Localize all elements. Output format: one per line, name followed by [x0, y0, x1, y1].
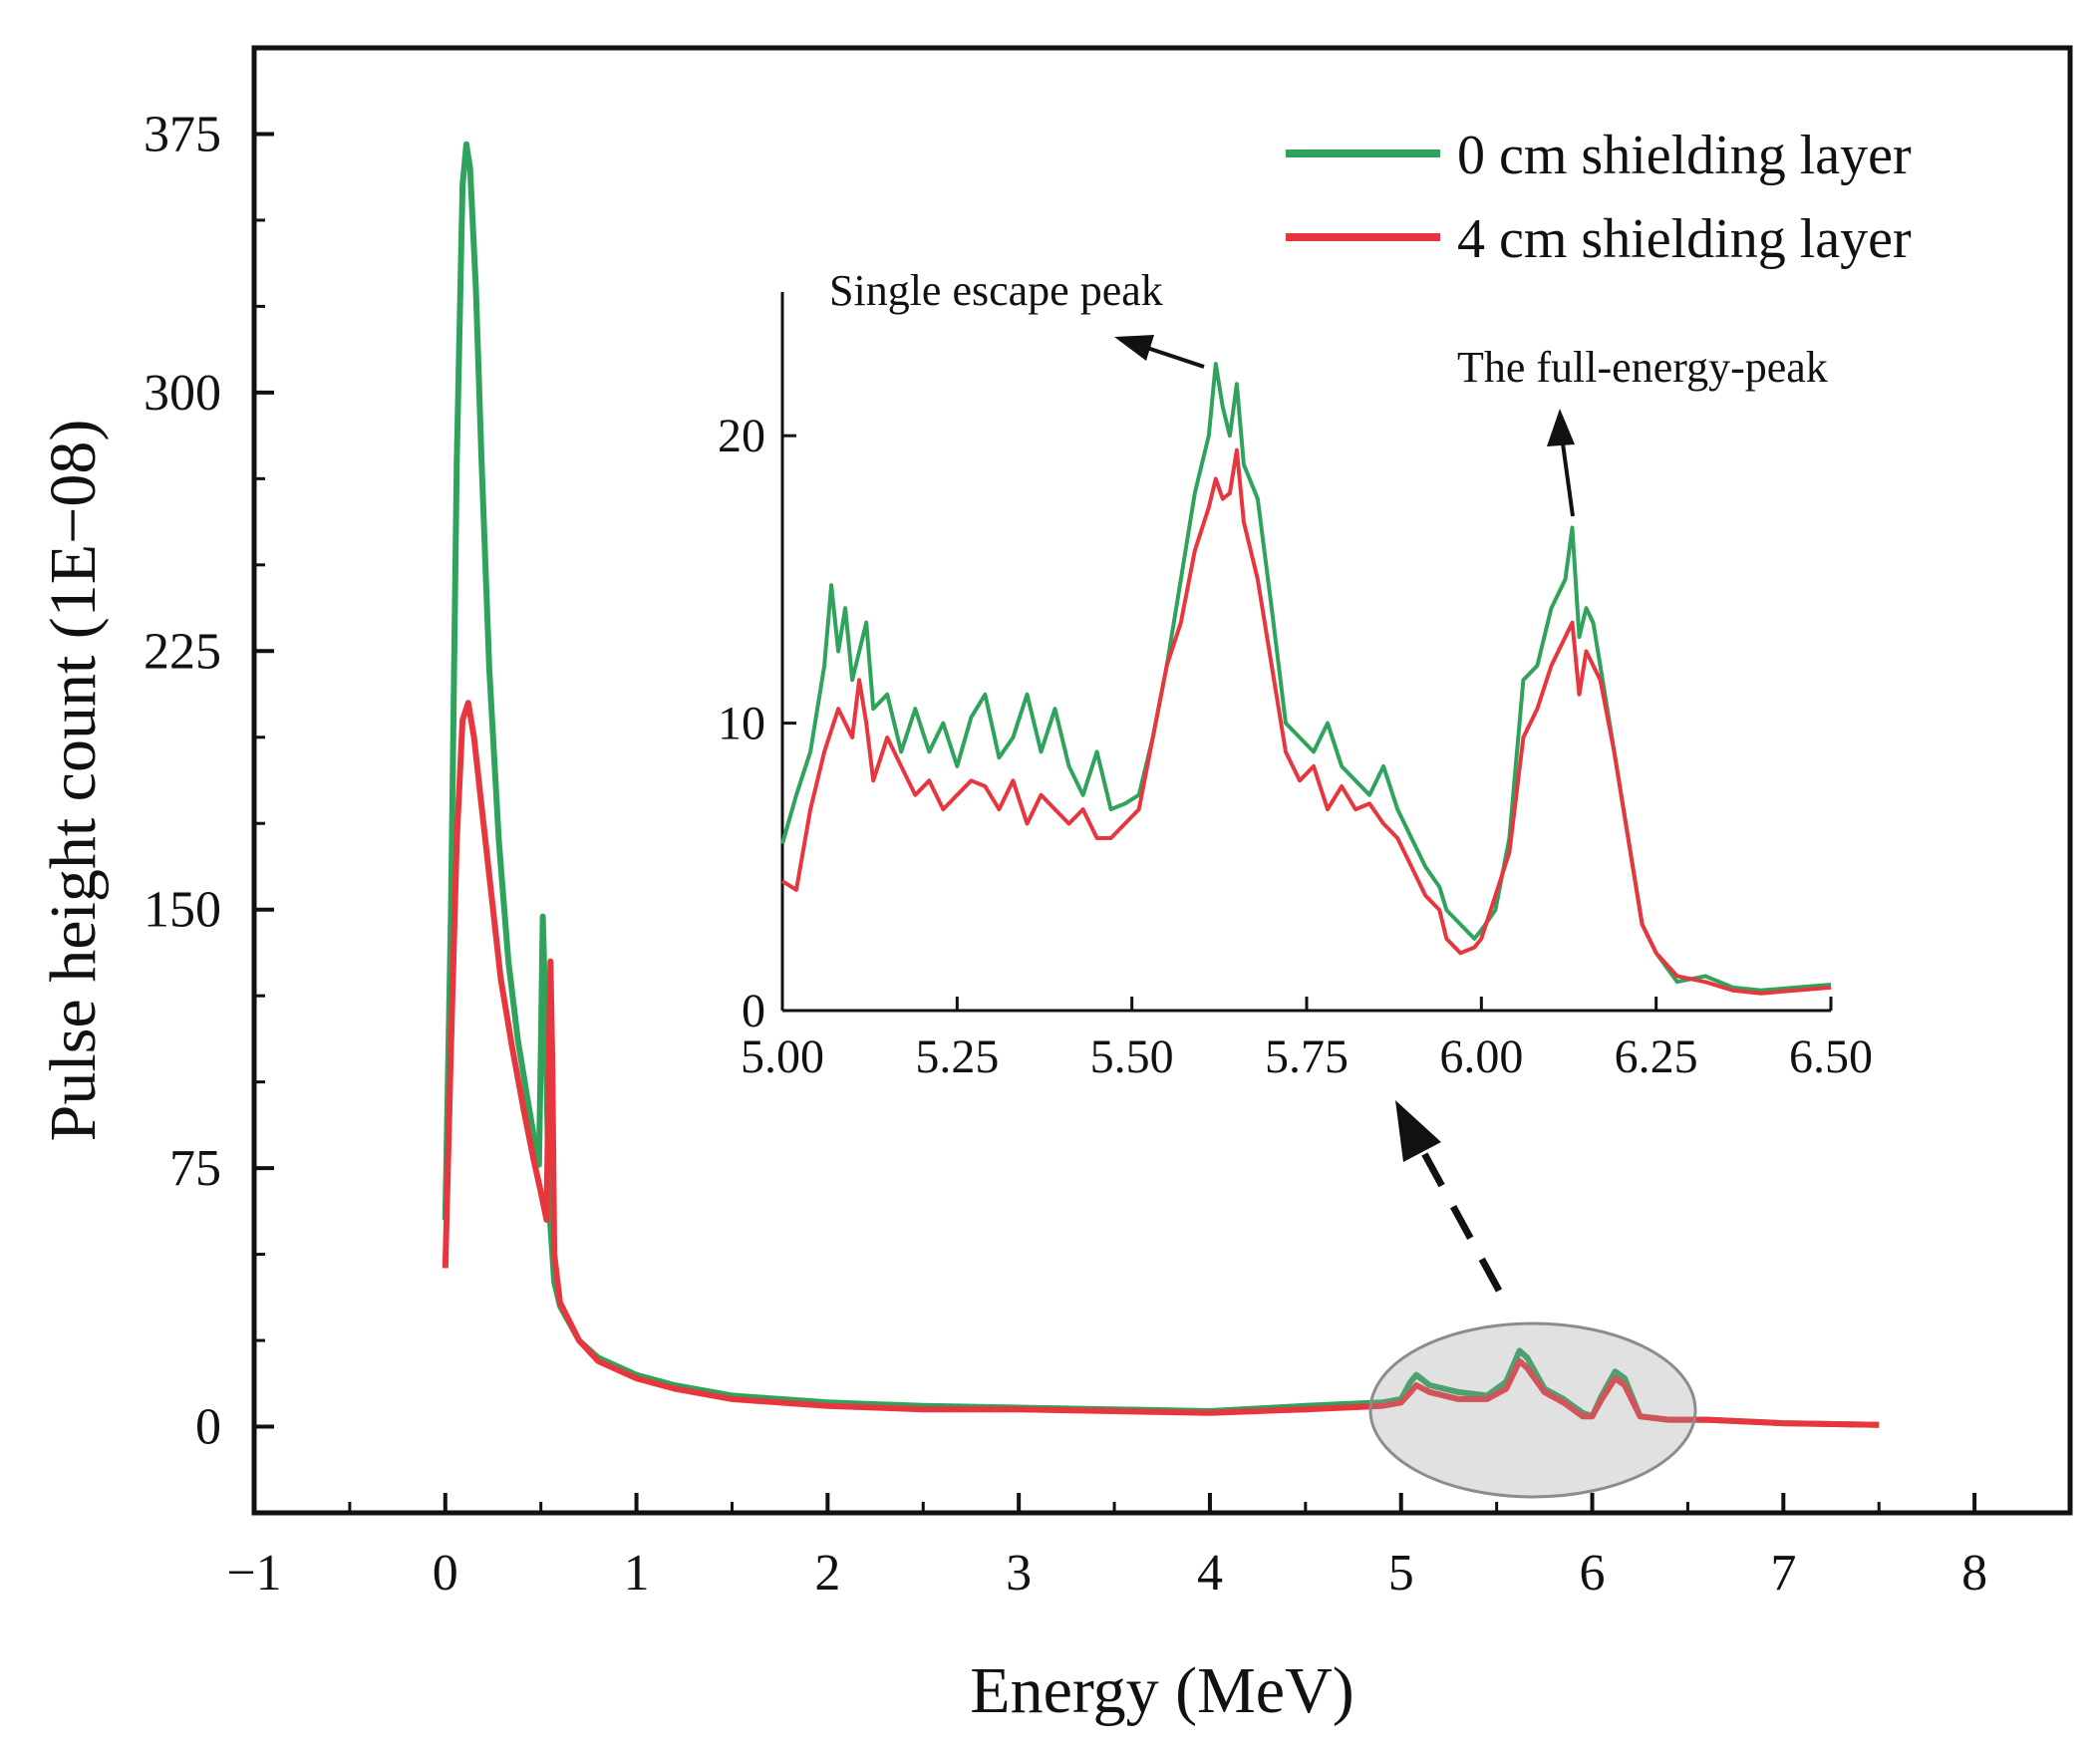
- annotation-arrowhead-full-energy: [1547, 409, 1575, 446]
- inset-series-layer: [780, 362, 1832, 996]
- inset-x-tick-label: 5.50: [1090, 1030, 1174, 1083]
- main-plot-frame: [251, 45, 2073, 1516]
- annotation-full-energy-peak: The full-energy-peak: [1457, 343, 1828, 392]
- main-x-tick-label: 0: [433, 1545, 458, 1602]
- inset-y-tick-label: 0: [742, 985, 765, 1037]
- main-x-tick-label: 5: [1388, 1545, 1414, 1602]
- annotation-arrow-single-escape: [1143, 345, 1205, 369]
- main-axes-ticks: −1 0 1 2 3 4 5 6 7 8 0 75 150 225 300 375: [144, 106, 1987, 1602]
- zoom-arrow-head: [1395, 1100, 1441, 1162]
- inset-y-tick-label: 20: [718, 410, 765, 462]
- annotation-arrow-full-energy: [1561, 442, 1575, 517]
- main-y-tick-label: 75: [169, 1140, 221, 1197]
- main-x-tick-label: 6: [1580, 1545, 1606, 1602]
- inset-series-0cm-line: [780, 362, 1832, 993]
- annotation-single-escape-peak: Single escape peak: [829, 266, 1163, 315]
- main-series-layer: [442, 141, 1880, 1428]
- main-x-tick-label: 3: [1006, 1545, 1032, 1602]
- main-x-tick-label: 1: [624, 1545, 650, 1602]
- y-axis-title: Pulse height count (1E−08): [37, 420, 110, 1142]
- x-axis-title: Energy (MeV): [970, 1654, 1354, 1727]
- inset-y-tick-label: 10: [718, 698, 765, 750]
- inset-x-tick-label: 5.25: [915, 1030, 999, 1083]
- inset-x-tick-label: 6.00: [1439, 1030, 1523, 1083]
- zoom-arrow-line: [1416, 1144, 1503, 1293]
- main-y-tick-label: 150: [144, 882, 221, 939]
- main-x-tick-label: 2: [814, 1545, 840, 1602]
- inset-x-tick-label: 5.75: [1265, 1030, 1349, 1083]
- annotation-arrowhead-single-escape: [1114, 335, 1154, 361]
- inset-x-tick-label: 6.50: [1789, 1030, 1873, 1083]
- inset-axes-ticks: 5.00 5.25 5.50 5.75 6.00 6.25 6.50 0 10 20: [718, 410, 1873, 1083]
- legend-label-4cm: 4 cm shielding layer: [1457, 208, 1912, 270]
- zoom-region-ellipse: [1368, 1321, 1697, 1499]
- main-x-tick-label: 8: [1961, 1545, 1987, 1602]
- main-x-tick-label: −1: [226, 1545, 281, 1602]
- main-series-4cm-line: [442, 700, 1880, 1428]
- main-y-tick-label: 375: [144, 106, 221, 162]
- main-x-tick-label: 4: [1197, 1545, 1223, 1602]
- main-y-tick-label: 225: [144, 623, 221, 680]
- main-y-tick-label: 0: [195, 1399, 221, 1456]
- inset-x-tick-label: 6.25: [1615, 1030, 1698, 1083]
- main-x-tick-label: 7: [1770, 1545, 1796, 1602]
- inset-series-4cm-line: [780, 447, 1832, 996]
- main-y-tick-label: 300: [144, 365, 221, 422]
- legend: 0 cm shielding layer 4 cm shielding laye…: [1286, 125, 1912, 270]
- legend-label-0cm: 0 cm shielding layer: [1457, 125, 1912, 186]
- inset-x-tick-label: 5.00: [741, 1030, 824, 1083]
